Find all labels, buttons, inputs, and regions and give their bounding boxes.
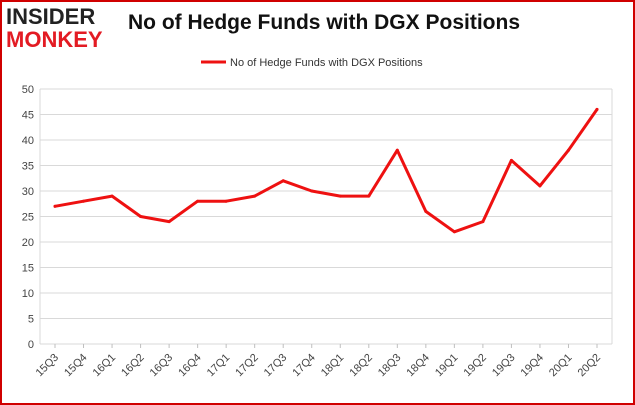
insider-monkey-logo: INSIDER MONKEY [6, 4, 118, 52]
data-point [253, 194, 257, 198]
data-point [452, 230, 456, 234]
legend-label: No of Hedge Funds with DGX Positions [230, 57, 423, 69]
data-point [509, 158, 513, 162]
x-tick-label: 19Q2 [461, 352, 489, 380]
x-tick-label: 16Q4 [176, 352, 204, 380]
y-tick-label: 15 [22, 263, 34, 275]
x-tick-label: 15Q3 [34, 352, 62, 380]
x-tick-label: 17Q1 [205, 352, 233, 380]
x-tick-label: 18Q3 [376, 352, 404, 380]
y-tick-label: 35 [22, 161, 34, 173]
data-point [53, 204, 57, 208]
y-tick-label: 40 [22, 135, 34, 147]
data-point [481, 220, 485, 224]
y-tick-label: 20 [22, 237, 34, 249]
x-tick-label: 16Q1 [91, 352, 119, 380]
x-tick-label: 16Q3 [148, 352, 176, 380]
y-tick-label: 45 [22, 110, 34, 122]
y-tick-label: 50 [22, 84, 34, 96]
series-line [53, 107, 599, 234]
x-tick-label: 18Q4 [404, 352, 432, 380]
x-tick-label: 17Q2 [233, 352, 261, 380]
data-point [281, 179, 285, 183]
x-tick-label: 18Q2 [347, 352, 375, 380]
chart-title: No of Hedge Funds with DGX Positions [128, 11, 520, 34]
x-tick-label: 17Q3 [262, 352, 290, 380]
y-tick-label: 25 [22, 212, 34, 224]
data-point [338, 194, 342, 198]
x-tick-label: 17Q4 [290, 352, 318, 380]
y-tick-label: 10 [22, 288, 34, 300]
data-point [82, 199, 86, 203]
y-tick-label: 5 [28, 314, 34, 326]
data-point [595, 107, 599, 111]
y-tick-label: 30 [22, 186, 34, 198]
x-tick-label: 19Q3 [490, 352, 518, 380]
data-point [224, 199, 228, 203]
data-point [566, 148, 570, 152]
data-point [310, 189, 314, 193]
x-tick-label: 18Q1 [319, 352, 347, 380]
data-point [538, 184, 542, 188]
data-point [196, 199, 200, 203]
x-tick-label: 16Q2 [119, 352, 147, 380]
data-point [110, 194, 114, 198]
logo-line-2: MONKEY [6, 27, 103, 52]
x-tick-label: 19Q1 [433, 352, 461, 380]
data-point [139, 215, 143, 218]
data-point [367, 194, 371, 198]
x-tick-label: 15Q4 [62, 352, 90, 380]
x-tick-label: 20Q2 [576, 352, 604, 380]
y-tick-label: 0 [28, 339, 34, 351]
x-tick-label: 20Q1 [547, 352, 575, 380]
x-tick-label: 19Q4 [519, 352, 547, 380]
logo-line-1: INSIDER [6, 4, 96, 29]
data-point [395, 148, 399, 152]
data-point [424, 209, 428, 213]
data-point [167, 220, 171, 224]
